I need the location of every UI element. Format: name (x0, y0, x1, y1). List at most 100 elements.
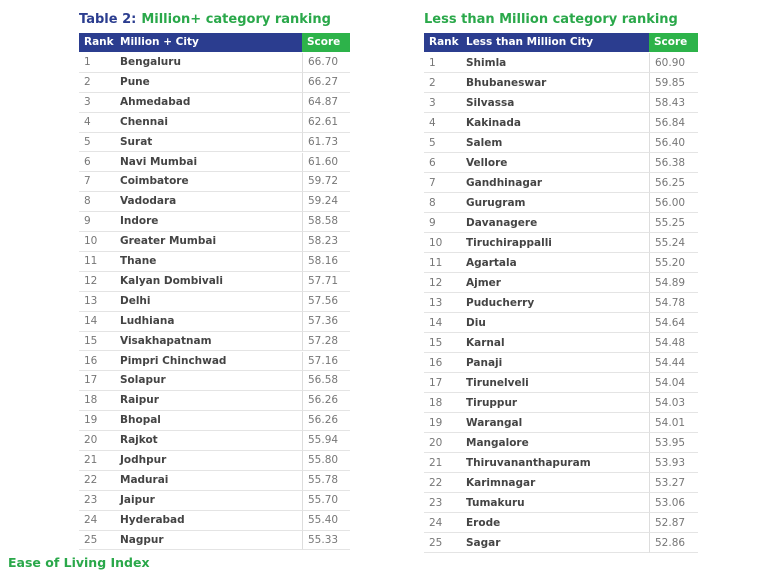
table-cell: 66.27 (302, 72, 350, 93)
header-cell: Score (649, 33, 698, 52)
table-cell: Jodhpur (115, 451, 302, 471)
table-cell: Tirunelveli (461, 373, 649, 393)
table-cell: 59.85 (649, 73, 698, 93)
table-cell: 55.24 (649, 233, 698, 253)
table-cell: 16 (424, 353, 461, 373)
table-cell: 55.94 (302, 431, 350, 451)
table-cell: Thane (115, 252, 302, 272)
table-cell: 13 (79, 292, 115, 312)
table-cell: 62.61 (302, 112, 350, 133)
table-cell: 58.43 (649, 93, 698, 113)
title-text: Million+ category ranking (141, 12, 331, 27)
table-cell: 14 (79, 312, 115, 332)
table-title: Table 2: Million+ category ranking (79, 12, 331, 27)
table-cell: 8 (424, 193, 461, 213)
table-cell: 54.03 (649, 393, 698, 413)
table-cell: 54.44 (649, 353, 698, 373)
table-cell: 3 (79, 93, 115, 113)
table-cell: 19 (424, 413, 461, 433)
table-cell: 54.01 (649, 413, 698, 433)
table-cell: 6 (424, 153, 461, 173)
table-cell: 57.56 (302, 291, 350, 312)
table-label: Table 2: (79, 12, 137, 27)
table-cell: 7 (424, 173, 461, 193)
table-cell: Davanagere (461, 213, 649, 233)
table-cell: Puducherry (461, 293, 649, 313)
table-cell: 52.86 (649, 533, 698, 553)
header-cell: Million + City (115, 33, 302, 52)
table-cell: 17 (424, 373, 461, 393)
table-cell: 54.89 (649, 273, 698, 293)
table-cell: 6 (79, 153, 115, 173)
table-cell: Coimbatore (115, 172, 302, 193)
table-cell: 13 (424, 293, 461, 313)
table-cell: 55.20 (649, 253, 698, 273)
table-cell: 14 (424, 313, 461, 333)
table-cell: Raipur (115, 391, 302, 412)
table-cell: Jaipur (115, 491, 302, 511)
table-cell: 9 (79, 212, 115, 233)
table-cell: 56.25 (649, 173, 698, 193)
table-cell: 66.70 (302, 53, 350, 73)
table-cell: Delhi (115, 292, 302, 312)
table-cell: Panaji (461, 353, 649, 373)
table-cell: Gurugram (461, 193, 649, 213)
table-cell: 55.33 (302, 530, 350, 551)
table-cell: 61.73 (302, 132, 350, 153)
table-cell: 57.16 (302, 351, 350, 372)
table-cell: Tiruppur (461, 393, 649, 413)
table-cell: 2 (424, 73, 461, 93)
table-cell: 57.36 (302, 311, 350, 332)
table-cell: 4 (424, 113, 461, 133)
table-cell: Agartala (461, 253, 649, 273)
table-cell: 24 (79, 511, 115, 531)
table-cell: Vellore (461, 153, 649, 173)
table-cell: 58.23 (302, 232, 350, 252)
table-cell: 54.48 (649, 333, 698, 353)
table-cell: Greater Mumbai (115, 232, 302, 252)
table-cell: 57.28 (302, 331, 350, 352)
table-cell: 58.16 (302, 252, 350, 272)
table-cell: Sagar (461, 533, 649, 553)
table-cell: 55.70 (302, 490, 350, 511)
table-cell: 64.87 (302, 92, 350, 113)
table-cell: Solapur (115, 371, 302, 392)
table-cell: 20 (424, 433, 461, 453)
table-cell: 54.78 (649, 293, 698, 313)
table-cell: 54.64 (649, 313, 698, 333)
table-cell: Gandhinagar (461, 173, 649, 193)
table-cell: 20 (79, 431, 115, 451)
table-cell: 56.00 (649, 193, 698, 213)
table-cell: Kakinada (461, 113, 649, 133)
table-cell: 61.60 (302, 152, 350, 173)
table-cell: 25 (79, 531, 115, 551)
table-cell: Surat (115, 133, 302, 153)
table-cell: 4 (79, 113, 115, 133)
table-cell: Thiruvananthapuram (461, 453, 649, 473)
table-cell: 53.06 (649, 493, 698, 513)
table-cell: Mangalore (461, 433, 649, 453)
table-cell: 16 (79, 352, 115, 372)
table-cell: Kalyan Dombivali (115, 272, 302, 292)
header-cell: Less than Million City (461, 33, 649, 52)
table-cell: 53.93 (649, 453, 698, 473)
table-cell: 59.24 (302, 192, 350, 213)
table-cell: 23 (424, 493, 461, 513)
table-cell: 52.87 (649, 513, 698, 533)
table-cell: Karnal (461, 333, 649, 353)
table-cell: 59.72 (302, 172, 350, 193)
table-cell: 22 (79, 471, 115, 491)
table-cell: 18 (424, 393, 461, 413)
table-cell: Hyderabad (115, 511, 302, 531)
table-cell: Nagpur (115, 531, 302, 551)
table-cell: 56.38 (649, 153, 698, 173)
table-cell: 8 (79, 192, 115, 213)
table-cell: Warangal (461, 413, 649, 433)
table-cell: 58.58 (302, 212, 350, 233)
table-cell: Bhubaneswar (461, 73, 649, 93)
table-cell: Navi Mumbai (115, 153, 302, 173)
table-cell: Pimpri Chinchwad (115, 352, 302, 372)
table-cell: 54.04 (649, 373, 698, 393)
table-cell: 21 (424, 453, 461, 473)
